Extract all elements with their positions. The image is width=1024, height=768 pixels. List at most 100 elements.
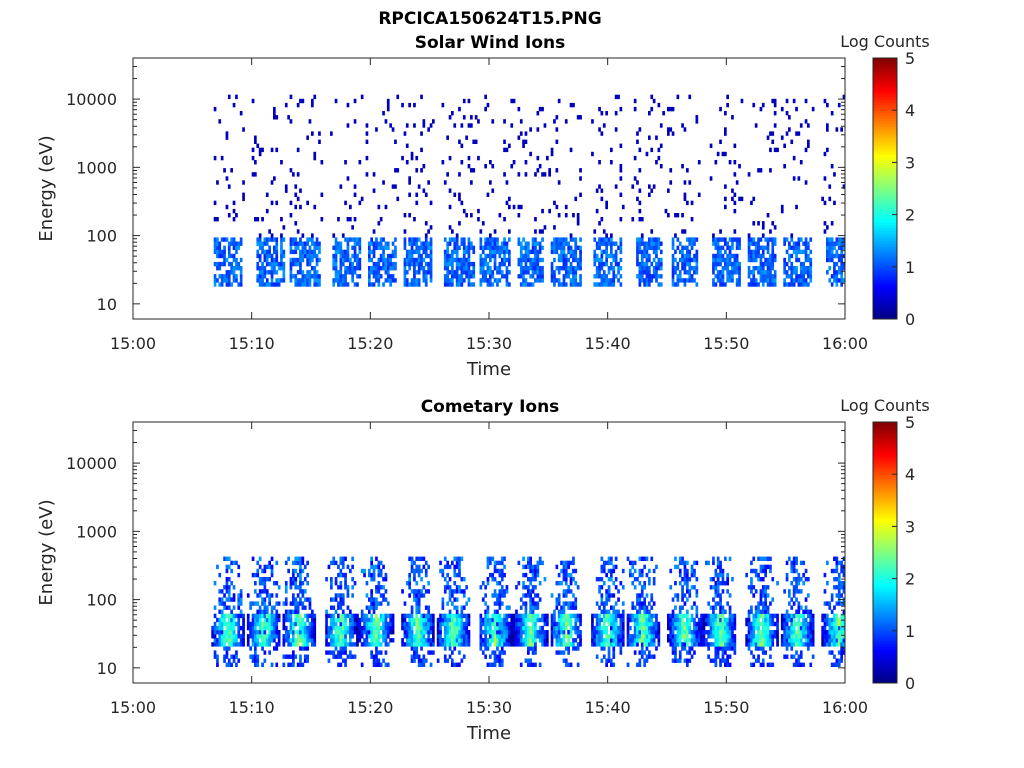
spectrogram-cell — [346, 564, 350, 570]
spectrogram-cell — [349, 650, 352, 655]
spectrogram-cell — [448, 617, 452, 623]
spectrogram-cell — [230, 621, 233, 627]
spectrogram-cell — [733, 253, 737, 259]
spectrogram-cell — [306, 572, 309, 578]
spectrogram-cell — [275, 634, 279, 639]
spectrogram-cell — [405, 634, 409, 639]
spectrogram-cell — [562, 650, 566, 655]
spectrogram-cell — [370, 650, 373, 655]
spectrogram-cell — [534, 241, 537, 246]
spectrogram-cell — [368, 609, 371, 614]
spectrogram-cell — [493, 564, 497, 570]
spectrogram-cell — [705, 613, 708, 619]
spectrogram-cell — [531, 585, 535, 590]
spectrogram-cell — [306, 253, 309, 259]
spectrogram-cell — [619, 617, 623, 623]
spectrogram-cell — [270, 605, 274, 610]
spectrogram-cell — [420, 147, 423, 153]
spectrogram-cell — [612, 593, 616, 598]
spectrogram-cell — [493, 630, 497, 635]
spectrogram-cell — [491, 556, 495, 561]
spectrogram-cell — [631, 564, 635, 570]
spectrogram-cell — [600, 577, 604, 582]
spectrogram-cell — [788, 253, 791, 259]
spectrogram-cell — [524, 658, 528, 663]
spectrogram-cell — [617, 625, 620, 631]
spectrogram-cell — [460, 237, 464, 242]
spectrogram-cell — [716, 630, 720, 635]
spectrogram-cell — [766, 245, 770, 250]
spectrogram-cell — [249, 654, 252, 659]
spectrogram-cell — [712, 617, 715, 623]
spectrogram-cell — [557, 609, 561, 614]
spectrogram-cell — [600, 564, 604, 570]
spectrogram-cell — [489, 560, 492, 566]
spectrogram-cell — [467, 257, 471, 263]
spectrogram-cell — [377, 282, 381, 287]
spectrogram-cell — [546, 613, 549, 619]
spectrogram-cell — [792, 155, 796, 161]
spectrogram-cells — [211, 556, 846, 667]
spectrogram-cell — [460, 577, 464, 582]
spectrogram-cell — [712, 597, 715, 602]
spectrogram-cell — [510, 625, 514, 631]
spectrogram-cell — [802, 282, 805, 287]
spectrogram-cell — [356, 274, 359, 279]
spectrogram-cell — [403, 257, 407, 263]
spectrogram-cell — [235, 662, 238, 667]
spectrogram-cell — [377, 257, 381, 263]
spectrogram-cell — [356, 282, 359, 287]
spectrogram-cell — [339, 568, 343, 574]
spectrogram-cell — [605, 237, 608, 242]
spectrogram-cell — [351, 274, 354, 279]
spectrogram-cell — [232, 200, 236, 206]
spectrogram-cell — [683, 266, 687, 271]
spectrogram-cell — [349, 568, 352, 574]
spectrogram-cell — [593, 229, 597, 234]
spectrogram-cell — [643, 270, 646, 275]
spectrogram-cell — [377, 245, 381, 250]
spectrogram-cell — [479, 638, 483, 643]
spectrogram-cell — [358, 200, 362, 206]
spectrogram-cell — [439, 560, 442, 566]
spectrogram-cell — [695, 625, 699, 631]
spectrogram-cell — [735, 253, 739, 259]
spectrogram-cell — [263, 282, 267, 287]
spectrogram-cell — [564, 282, 568, 287]
spectrogram-cell — [576, 266, 580, 271]
spectrogram-cell — [562, 241, 566, 246]
spectrogram-cell — [377, 621, 381, 627]
spectrogram-cell — [306, 135, 309, 140]
spectrogram-cell — [538, 560, 542, 566]
spectrogram-cell — [593, 257, 597, 263]
spectrogram-cell — [569, 233, 573, 238]
spectrogram-cell — [453, 597, 457, 602]
spectrogram-cell — [384, 270, 388, 275]
spectrogram-cell — [280, 160, 283, 165]
spectrogram-cell — [503, 217, 506, 222]
spectrogram-cell — [652, 581, 656, 586]
spectrogram-cell — [465, 601, 468, 606]
spectrogram-cell — [458, 568, 461, 574]
spectrogram-cell — [795, 245, 798, 250]
spectrogram-cell — [674, 249, 677, 255]
spectrogram-cell — [427, 270, 430, 275]
spectrogram-cell — [807, 266, 810, 271]
spectrogram-cell — [462, 638, 466, 643]
spectrogram-cell — [341, 609, 345, 614]
spectrogram-cell — [227, 630, 231, 635]
spectrogram-cell — [496, 634, 499, 639]
spectrogram-cell — [410, 568, 414, 574]
spectrogram-cell — [643, 609, 646, 614]
spectrogram-cell — [256, 266, 260, 271]
spectrogram-cell — [695, 630, 699, 635]
spectrogram-cell — [270, 572, 274, 578]
spectrogram-cell — [527, 617, 530, 623]
spectrogram-cell — [612, 257, 616, 263]
spectrogram-cell — [446, 572, 449, 578]
spectrogram-cell — [377, 662, 381, 667]
spectrogram-cell — [258, 270, 262, 275]
spectrogram-cell — [339, 245, 343, 250]
spectrogram-cell — [700, 613, 703, 619]
spectrogram-cell — [413, 638, 416, 643]
